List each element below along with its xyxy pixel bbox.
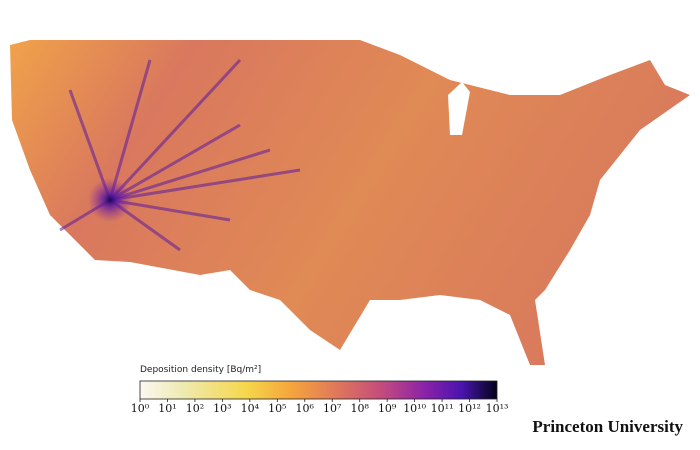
colorbar-tick-label: 10⁴ (241, 402, 260, 415)
colorbar-tick-label: 10³ (213, 402, 231, 415)
plume (59, 58, 301, 252)
credit: Princeton University (532, 417, 683, 436)
colorbar-tick-label: 10¹⁰ (403, 402, 426, 415)
source-hotspot (88, 178, 132, 222)
colorbar-title: Deposition density [Bq/m²] (140, 365, 261, 375)
colorbar-tick-label: 10⁰ (131, 402, 150, 415)
colorbar-tick-label: 10⁹ (378, 402, 397, 415)
colorbar-tick-label: 10⁶ (296, 402, 315, 415)
colorbar-tick-label: 10⁷ (323, 402, 342, 415)
colorbar-tick-label: 10⁸ (350, 402, 369, 415)
colorbar-tick-label: 10⁵ (268, 402, 286, 415)
colorbar-tick-label: 10² (186, 402, 204, 415)
lake-michigan (448, 82, 470, 135)
colorbar-tick-label: 10¹¹ (431, 402, 454, 415)
colorbar-tick-label: 10¹³ (486, 402, 509, 415)
colorbar (139, 380, 498, 400)
us-land (10, 40, 690, 365)
colorbar-tick-label: 10¹² (458, 402, 481, 415)
colorbar-tick-label: 10¹ (158, 402, 176, 415)
